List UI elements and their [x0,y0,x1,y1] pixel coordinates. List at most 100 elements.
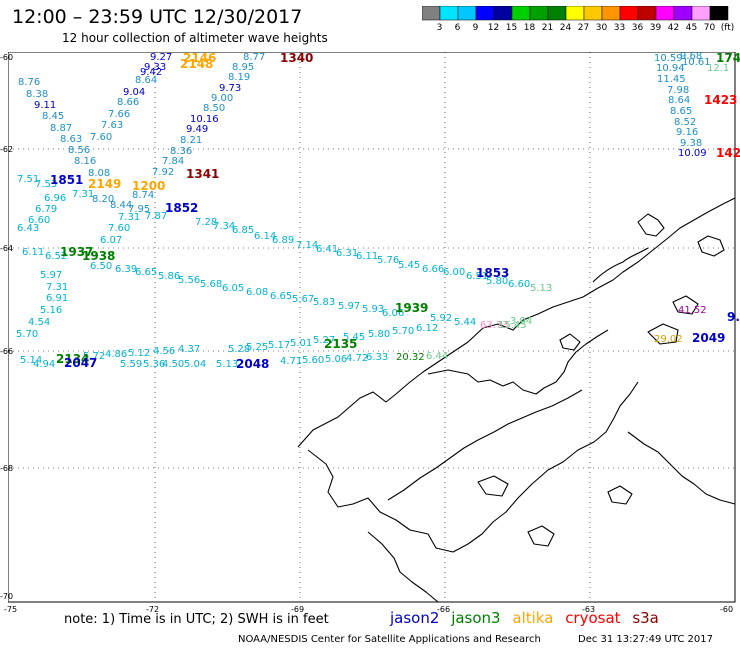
wave-height-value: 6.44 [426,351,449,362]
pass-time-label: 2146 [183,51,217,65]
legend-cryosat: cryosat [565,609,621,627]
legend-s3a: s3a [632,609,659,627]
colorbar-swatch [619,6,639,21]
pass-time-label: 1851 [50,173,84,187]
wave-height-value: 6.85 [232,225,255,236]
colorbar-swatch [475,6,495,21]
wave-height-value: 4.71 [280,356,303,367]
wave-height-value: 8.52 [674,117,697,128]
wave-height-value: 5.17 [268,340,291,351]
wave-height-value: 8.95 [232,62,255,73]
colorbar-label: 21 [541,23,554,33]
colorbar-swatch [439,6,459,21]
wave-height-value: 6.60 [28,215,51,226]
wave-height-value: 5.25 [246,342,269,353]
pass-time-label: 1939 [395,301,429,315]
wave-height-value: 6.12 [416,323,439,334]
wave-height-value: 11.45 [657,74,686,85]
wave-height-value: 9.00 [211,93,234,104]
note-text: note: 1) Time is in UTC; 2) SWH is in fe… [64,612,329,627]
wave-height-value: 5.80 [368,329,391,340]
colorbar-swatch [547,6,567,21]
wave-height-value: 3.94 [510,316,533,327]
colorbar-swatch [637,6,657,21]
pass-time-label: 1853 [476,266,510,280]
colorbar-swatch [493,6,513,21]
wave-height-value: 5.06 [325,354,348,365]
wave-height-value: 5.60 [302,355,325,366]
wave-height-value: 8.74 [132,190,155,201]
colorbar-swatch [709,6,729,21]
wave-height-value: 8.20 [92,194,115,205]
wave-height-value: 4.50 [162,359,185,370]
colorbar-swatch [565,6,585,21]
wave-height-value: 5.68 [200,279,223,290]
colorbar-swatch [457,6,477,21]
wave-height-value: 5.97 [40,270,63,281]
wave-height-value: 5.97 [338,301,361,312]
wave-height-value: 9.33 [144,62,167,73]
colorbar-label: 70 [703,23,716,33]
wave-height-value: 5.92 [430,313,453,324]
wave-height-value: 7.60 [108,223,131,234]
wave-height-value: 8.08 [88,168,111,179]
wave-height-value: 7.14 [296,240,319,251]
colorbar [422,6,729,21]
wave-height-value: 5.83 [313,297,336,308]
legend-jason3: jason3 [451,609,501,627]
lon-label: -75 [4,605,18,614]
wave-height-value: 6.11 [356,251,379,262]
colorbar-label: (ft) [720,23,735,33]
wave-height-value: 6.51 [466,271,489,282]
wave-height-value: 5.56 [178,275,201,286]
wave-height-value: 9.27 [150,52,173,63]
lat-label: -64 [0,244,14,253]
wave-height-value: 9.16 [676,127,699,138]
wave-height-value: 9.73 [219,83,242,94]
wave-height-value: 7.60 [90,132,113,143]
wave-height-value: 6.05 [222,283,245,294]
wave-height-value: 6.52 [45,251,68,262]
wave-height-value: 8.45 [42,111,65,122]
latlon-grid [8,52,735,602]
wave-height-value: 20.32 [396,352,425,363]
wave-height-value: 6.96 [44,193,67,204]
wave-height-value: 9.49 [186,124,209,135]
pass-time-label: 174 [716,51,740,65]
wave-height-value: 8.38 [26,89,49,100]
wave-height-value: 8.76 [18,77,41,88]
wave-height-value: 7.34 [213,221,236,232]
wave-height-value: 10.59 [654,53,683,64]
pass-time-label: 1938 [82,249,116,263]
wave-height-value: 6.41 [316,244,339,255]
wave-height-value: 6.08 [246,287,269,298]
wave-height-value: 5.27 [313,335,336,346]
colorbar-swatch [529,6,549,21]
wave-height-value: 4.54 [28,317,51,328]
lat-label: -60 [0,53,14,62]
colorbar-label: 15 [505,23,518,33]
wave-height-value: 6.33 [366,352,389,363]
pass-time-label: 2048 [236,357,270,371]
wave-height-value: 8.50 [203,103,226,114]
wave-height-value: 6.60 [508,279,531,290]
wave-height-value: 6.11 [22,247,45,258]
wave-height-value: 8.19 [228,72,251,83]
wave-height-value: 5.13 [216,359,239,370]
pass-time-label: 9.8 [727,310,740,324]
colorbar-label: 45 [685,23,698,33]
wave-height-value: 7.84 [162,156,185,167]
wave-height-value: 5.59 [120,359,143,370]
wave-height-value: 5.36 [143,359,166,370]
lon-label: -66 [437,605,451,614]
wave-height-value: 10.94 [656,63,685,74]
lat-label: -66 [0,347,14,356]
colorbar-swatch [655,6,675,21]
wave-height-value: 7.31 [46,282,69,293]
wave-height-value: 8.16 [74,156,97,167]
lon-label: -72 [146,605,160,614]
colorbar-label: 27 [577,23,590,33]
pass-time-label: 2135 [324,337,358,351]
wave-height-value: 5.01 [290,338,313,349]
wave-height-value: 6.91 [46,293,69,304]
